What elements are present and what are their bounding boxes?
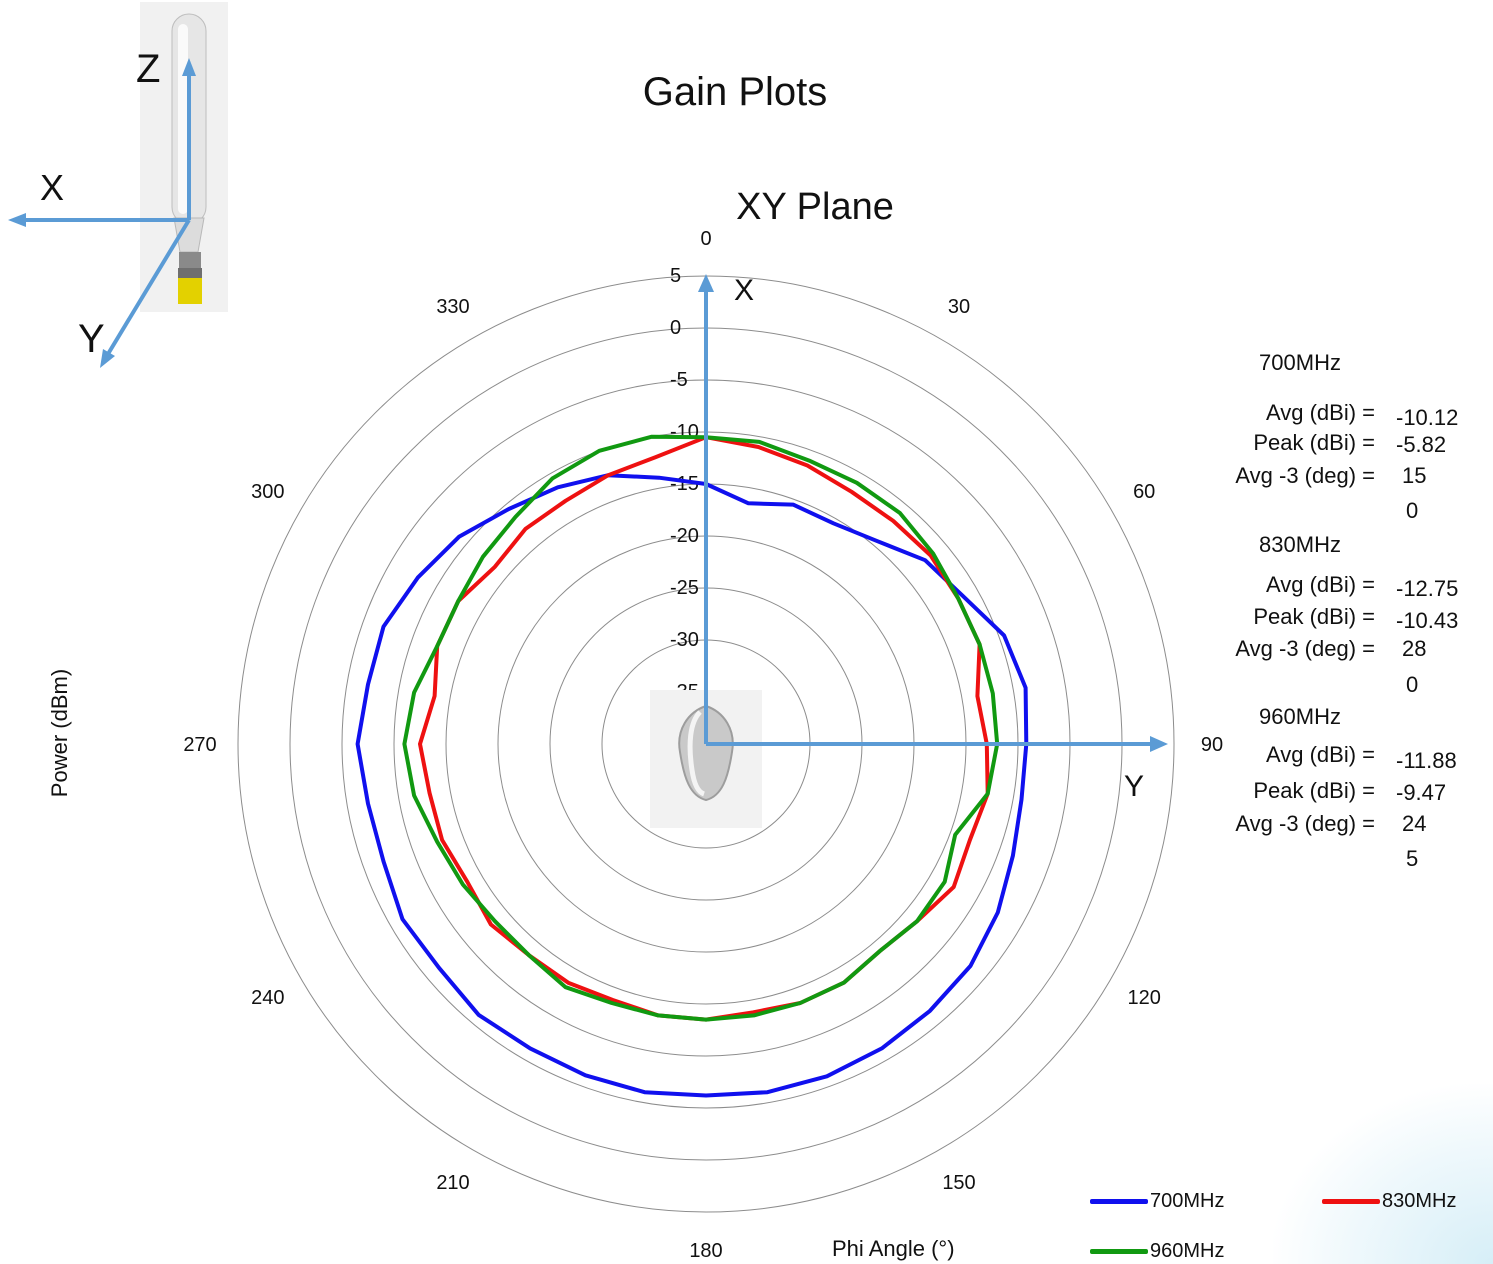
beam-value-960-line2: 5 <box>1406 846 1419 871</box>
r-tick-label: 0 <box>670 317 681 339</box>
x-label: X <box>40 167 64 208</box>
angle-tick-label: 180 <box>689 1240 722 1262</box>
avg-value-960: -11.88 <box>1396 748 1457 773</box>
angle-tick-label: 30 <box>948 296 970 318</box>
r-tick-label: -5 <box>670 369 688 391</box>
beam-value-700-line2: 0 <box>1406 498 1419 523</box>
avg-label-960: Avg (dBi) = <box>1265 742 1375 767</box>
legend-item-830: 830MHz <box>1322 1190 1456 1213</box>
angle-tick-label: 270 <box>183 734 216 756</box>
y-axis-arrow <box>106 218 191 356</box>
stats-panel: 700MHz Avg (dBi) = -10.12 Peak (dBi) = -… <box>1180 350 1480 880</box>
angle-tick-label: 330 <box>436 296 469 318</box>
legend: 700MHz 830MHz 960MHz <box>1090 1186 1490 1264</box>
legend-swatch-960 <box>1090 1249 1148 1254</box>
legend-label-960: 960MHz <box>1150 1240 1225 1262</box>
legend-item-700: 700MHz <box>1090 1190 1224 1213</box>
angle-tick-label: 300 <box>251 481 284 503</box>
y-label: Y <box>78 317 105 361</box>
avg-value-700: -10.12 <box>1396 405 1459 430</box>
angle-tick-label: 150 <box>942 1172 975 1194</box>
overlay-x-arrowhead <box>698 274 714 292</box>
peak-label-960: Peak (dBi) = <box>1253 778 1375 803</box>
legend-item-960: 960MHz <box>1090 1240 1224 1263</box>
peak-value-830: -10.43 <box>1396 608 1459 633</box>
peak-label-700: Peak (dBi) = <box>1253 430 1375 455</box>
angle-tick-label: 210 <box>436 1172 469 1194</box>
series-line-960mhz <box>402 434 1000 1022</box>
avg-label-830: Avg (dBi) = <box>1265 572 1375 597</box>
x-axis-label: Phi Angle (°) <box>832 1236 955 1261</box>
corner-decoration <box>1273 1084 1493 1264</box>
legend-label-700: 700MHz <box>1150 1190 1225 1212</box>
overlay-y-label: Y <box>1124 770 1144 803</box>
angle-tick-label: 90 <box>1201 734 1223 756</box>
beam-label-700: Avg -3 (deg) = <box>1235 463 1375 488</box>
r-tick-label: -25 <box>670 577 699 599</box>
legend-swatch-700 <box>1090 1199 1148 1204</box>
peak-value-700: -5.82 <box>1396 432 1447 457</box>
overlay-x-label: X <box>734 274 754 307</box>
overlay-axes <box>698 274 1168 752</box>
beam-value-700: 15 <box>1402 463 1427 488</box>
legend-swatch-830 <box>1322 1199 1380 1204</box>
band-title-830: 830MHz <box>1259 532 1341 557</box>
orientation-axes <box>8 58 196 368</box>
legend-label-830: 830MHz <box>1382 1190 1457 1212</box>
r-tick-label: 5 <box>670 265 681 287</box>
orientation-diagram: Z X Y <box>8 2 228 368</box>
beam-value-830: 28 <box>1402 636 1427 661</box>
beam-label-830: Avg -3 (deg) = <box>1235 636 1375 661</box>
angle-tick-label: 120 <box>1128 987 1161 1009</box>
angle-tick-label: 0 <box>700 228 711 250</box>
series-line-700mhz <box>355 473 1029 1098</box>
page-title: Gain Plots <box>642 70 828 114</box>
band-title-960: 960MHz <box>1259 704 1341 729</box>
peak-value-960: -9.47 <box>1396 780 1447 805</box>
z-label: Z <box>136 47 160 91</box>
peak-label-830: Peak (dBi) = <box>1253 604 1375 629</box>
r-tick-label: -20 <box>670 525 699 547</box>
beam-value-830-line2: 0 <box>1406 672 1419 697</box>
r-tick-label: -30 <box>670 629 699 651</box>
avg-value-830: -12.75 <box>1396 576 1459 601</box>
avg-label-700: Avg (dBi) = <box>1265 400 1375 425</box>
beam-label-960: Avg -3 (deg) = <box>1235 811 1375 836</box>
overlay-y-arrowhead <box>1150 736 1168 752</box>
band-title-700: 700MHz <box>1259 350 1341 375</box>
beam-value-960: 24 <box>1402 811 1427 836</box>
chart-title: XY Plane <box>736 186 894 228</box>
angle-tick-label: 240 <box>251 987 284 1009</box>
angle-tick-label: 60 <box>1133 481 1155 503</box>
